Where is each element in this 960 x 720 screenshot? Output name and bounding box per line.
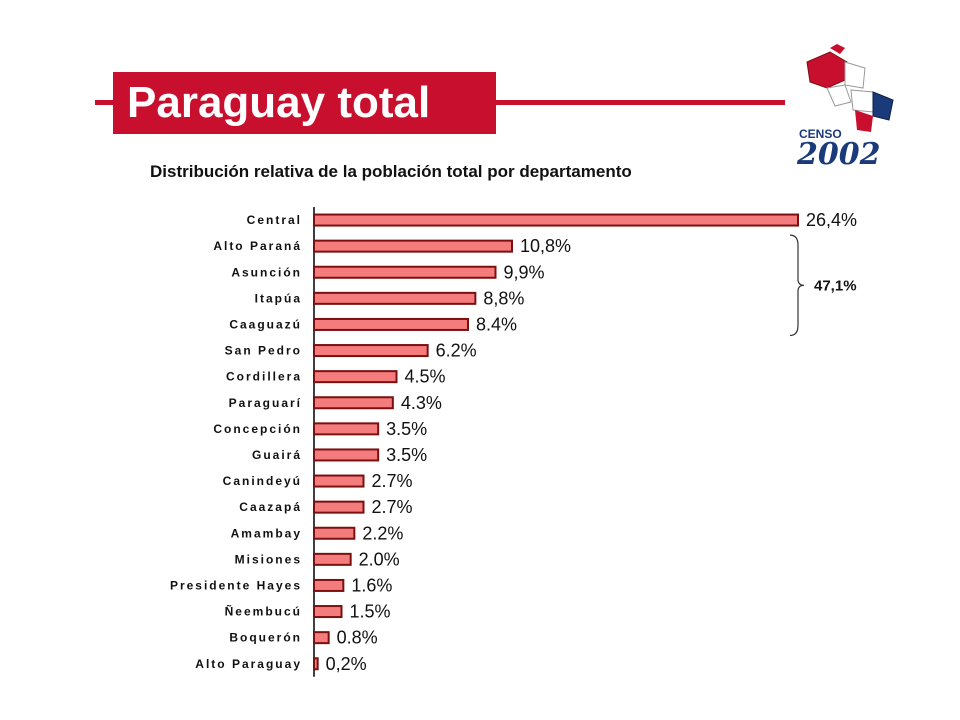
category-label: Presidente Hayes	[170, 578, 302, 592]
category-label: Boquerón	[229, 631, 302, 645]
bar	[313, 605, 343, 619]
value-label: 4.5%	[405, 367, 446, 387]
bar	[313, 631, 330, 645]
value-label: 3.5%	[386, 445, 427, 465]
value-label: 3.5%	[386, 419, 427, 439]
category-label: Guairá	[252, 448, 302, 462]
bar	[313, 500, 365, 514]
bar	[313, 448, 380, 462]
value-label: 9,9%	[504, 262, 545, 282]
bar	[313, 552, 352, 566]
category-label: Concepción	[213, 422, 302, 436]
category-label: Alto Paraguay	[195, 657, 302, 671]
bar	[313, 396, 394, 410]
chart-title: Distribución relativa de la población to…	[150, 162, 632, 181]
value-label: 0,2%	[326, 654, 367, 674]
category-label: Itapúa	[255, 291, 302, 305]
category-label: Amambay	[231, 526, 302, 540]
value-label: 26,4%	[806, 210, 857, 230]
bar	[313, 291, 477, 305]
bar	[313, 317, 469, 331]
category-label: Asunción	[231, 265, 302, 279]
category-label: Alto Paraná	[213, 239, 302, 253]
category-label: Central	[247, 213, 302, 227]
category-label: Ñeembucú	[225, 604, 302, 619]
censo-logo: CENSO 2002	[796, 44, 894, 170]
value-label: 0.8%	[337, 628, 378, 648]
bar	[313, 526, 356, 540]
puzzle-map-icon	[806, 44, 894, 132]
bar	[313, 474, 365, 488]
value-label: 10,8%	[520, 236, 571, 256]
bar	[313, 422, 380, 436]
category-label: Caaguazú	[229, 317, 302, 331]
value-label: 2.2%	[362, 523, 403, 543]
bar	[313, 578, 345, 592]
category-label: Misiones	[235, 552, 302, 566]
category-label: Caazapá	[239, 500, 302, 514]
bar	[313, 265, 497, 279]
value-label: 8.4%	[476, 314, 517, 334]
category-label: Paraguarí	[229, 396, 302, 410]
value-label: 2.7%	[372, 471, 413, 491]
value-label: 2.0%	[359, 549, 400, 569]
page-title: Paraguay total	[113, 72, 496, 134]
logo-censo-text: CENSO	[799, 127, 842, 141]
bar	[313, 370, 398, 384]
value-label: 2.7%	[372, 497, 413, 517]
bar	[313, 657, 319, 671]
category-label: Cordillera	[226, 370, 302, 384]
logo-year-text: 2002	[796, 137, 881, 170]
annotation-brace	[789, 234, 805, 337]
bar	[313, 213, 799, 227]
value-label: 1.5%	[350, 602, 391, 622]
category-label: San Pedro	[225, 344, 302, 358]
bar	[313, 239, 513, 253]
value-label: 4.3%	[401, 393, 442, 413]
annotation-label: 47,1%	[814, 277, 857, 294]
category-label: Canindeyú	[223, 474, 302, 488]
value-label: 6.2%	[436, 341, 477, 361]
value-label: 1.6%	[351, 575, 392, 595]
bar	[313, 344, 429, 358]
value-label: 8,8%	[483, 288, 524, 308]
